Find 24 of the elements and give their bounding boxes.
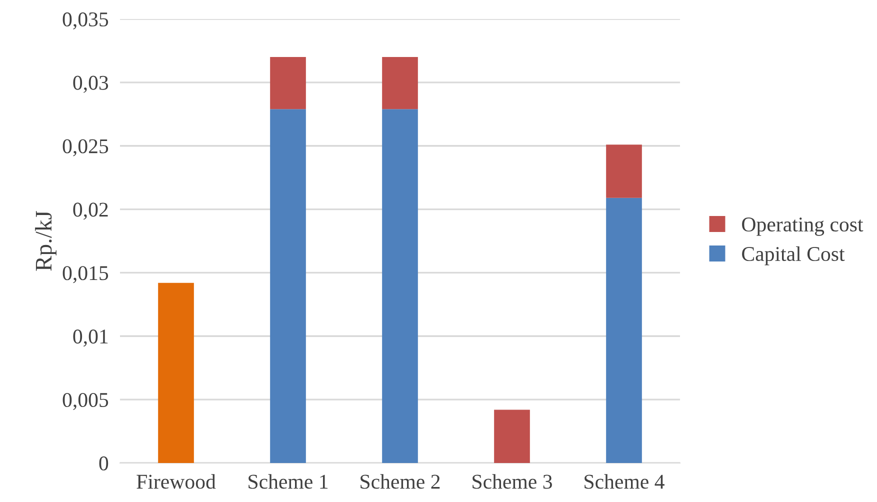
y-tick-label: 0,02	[73, 202, 108, 220]
y-tick-label: 0,005	[62, 392, 108, 410]
x-tick-label: Scheme 2	[360, 474, 440, 489]
y-tick-label: 0,025	[62, 139, 108, 156]
bar	[494, 410, 530, 463]
y-tick-label: 0	[99, 456, 108, 470]
legend-label: Capital Cost	[742, 246, 845, 266]
y-tick-label: 0,01	[73, 330, 108, 347]
bar	[382, 109, 418, 463]
x-tick-label: Scheme 3	[472, 474, 552, 489]
y-tick-label: 0,035	[62, 12, 108, 30]
x-tick-label: Scheme 1	[248, 474, 328, 489]
x-tick-label: Firewood	[136, 474, 216, 489]
y-tick-label: 0,03	[73, 76, 108, 93]
bar	[606, 144, 642, 198]
y-tick-label: 0,015	[62, 266, 108, 284]
bar	[270, 109, 306, 463]
y-axis-title: Rp./kJ	[35, 210, 56, 271]
bar	[158, 282, 194, 463]
legend-label: Operating cost	[742, 218, 864, 236]
bar	[270, 57, 306, 110]
x-tick-label: Scheme 4	[584, 474, 664, 489]
bar	[382, 57, 418, 110]
bar	[606, 198, 642, 463]
